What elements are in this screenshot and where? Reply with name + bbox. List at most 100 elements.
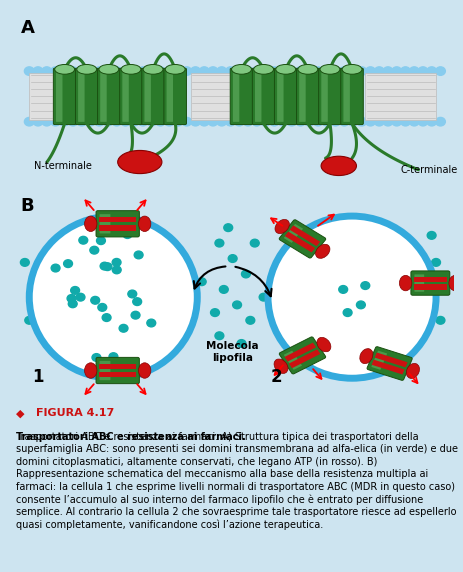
Circle shape	[100, 262, 109, 270]
Circle shape	[147, 117, 156, 126]
FancyBboxPatch shape	[321, 71, 328, 122]
Ellipse shape	[317, 337, 331, 352]
Ellipse shape	[400, 275, 412, 291]
Circle shape	[90, 247, 99, 254]
Circle shape	[98, 304, 106, 311]
Circle shape	[20, 259, 29, 267]
FancyBboxPatch shape	[119, 68, 142, 125]
Circle shape	[200, 117, 209, 126]
Circle shape	[113, 266, 121, 274]
Circle shape	[427, 67, 437, 76]
FancyBboxPatch shape	[341, 68, 363, 125]
Text: 2: 2	[271, 368, 283, 386]
Bar	[290, 225, 320, 246]
Circle shape	[343, 309, 352, 316]
Bar	[99, 372, 136, 378]
Circle shape	[25, 316, 34, 324]
Circle shape	[224, 224, 233, 232]
Circle shape	[357, 301, 365, 309]
Circle shape	[259, 293, 268, 301]
Circle shape	[156, 67, 165, 76]
Circle shape	[366, 117, 375, 126]
Ellipse shape	[99, 65, 119, 74]
Bar	[99, 217, 136, 223]
Circle shape	[242, 270, 250, 278]
Circle shape	[234, 67, 244, 76]
Circle shape	[59, 117, 69, 126]
Circle shape	[67, 295, 76, 302]
Bar	[99, 225, 136, 231]
Circle shape	[366, 67, 375, 76]
Circle shape	[50, 67, 60, 76]
Ellipse shape	[143, 65, 163, 74]
FancyBboxPatch shape	[371, 351, 387, 370]
Circle shape	[156, 117, 165, 126]
Bar	[285, 343, 316, 362]
FancyBboxPatch shape	[78, 71, 85, 122]
Circle shape	[322, 67, 332, 76]
Circle shape	[392, 67, 401, 76]
Circle shape	[33, 117, 43, 126]
Ellipse shape	[449, 275, 461, 291]
Circle shape	[42, 117, 51, 126]
Circle shape	[383, 67, 393, 76]
FancyBboxPatch shape	[319, 68, 341, 125]
FancyBboxPatch shape	[100, 71, 106, 122]
FancyBboxPatch shape	[53, 68, 76, 125]
Circle shape	[182, 67, 192, 76]
Circle shape	[427, 117, 437, 126]
Ellipse shape	[55, 65, 75, 74]
FancyBboxPatch shape	[296, 68, 319, 125]
Circle shape	[348, 67, 358, 76]
FancyBboxPatch shape	[56, 71, 63, 122]
FancyBboxPatch shape	[100, 361, 110, 380]
Circle shape	[409, 67, 419, 76]
Bar	[414, 284, 447, 289]
Circle shape	[304, 117, 314, 126]
Ellipse shape	[138, 216, 151, 232]
Bar	[29, 73, 54, 120]
FancyBboxPatch shape	[75, 68, 98, 125]
Circle shape	[79, 236, 88, 244]
FancyBboxPatch shape	[275, 68, 297, 125]
Circle shape	[134, 251, 143, 259]
Circle shape	[128, 290, 137, 298]
Circle shape	[173, 117, 183, 126]
FancyBboxPatch shape	[144, 71, 151, 122]
Text: Molecola: Molecola	[206, 341, 259, 351]
Circle shape	[112, 117, 122, 126]
Circle shape	[217, 117, 226, 126]
Circle shape	[269, 117, 279, 126]
Circle shape	[33, 67, 43, 76]
FancyBboxPatch shape	[142, 68, 164, 125]
Ellipse shape	[138, 363, 151, 378]
Circle shape	[121, 117, 131, 126]
Circle shape	[86, 67, 95, 76]
Circle shape	[138, 67, 148, 76]
Circle shape	[29, 285, 38, 293]
Circle shape	[295, 67, 306, 76]
Circle shape	[339, 285, 348, 293]
Circle shape	[182, 117, 192, 126]
Ellipse shape	[77, 65, 97, 74]
Circle shape	[339, 67, 349, 76]
Circle shape	[71, 287, 80, 294]
Circle shape	[295, 117, 306, 126]
Circle shape	[42, 67, 51, 76]
Text: Trasportatori ABC e resistenza ai farmaci.: Trasportatori ABC e resistenza ai farmac…	[16, 432, 246, 442]
Circle shape	[383, 117, 393, 126]
Circle shape	[234, 117, 244, 126]
FancyBboxPatch shape	[233, 71, 239, 122]
Circle shape	[418, 117, 428, 126]
Ellipse shape	[320, 65, 340, 74]
FancyBboxPatch shape	[277, 71, 283, 122]
Circle shape	[225, 67, 235, 76]
Circle shape	[68, 117, 78, 126]
Circle shape	[287, 117, 297, 126]
Circle shape	[357, 67, 367, 76]
Ellipse shape	[121, 65, 141, 74]
Circle shape	[436, 316, 445, 324]
Circle shape	[432, 259, 440, 267]
Ellipse shape	[342, 65, 362, 74]
Circle shape	[219, 285, 228, 293]
